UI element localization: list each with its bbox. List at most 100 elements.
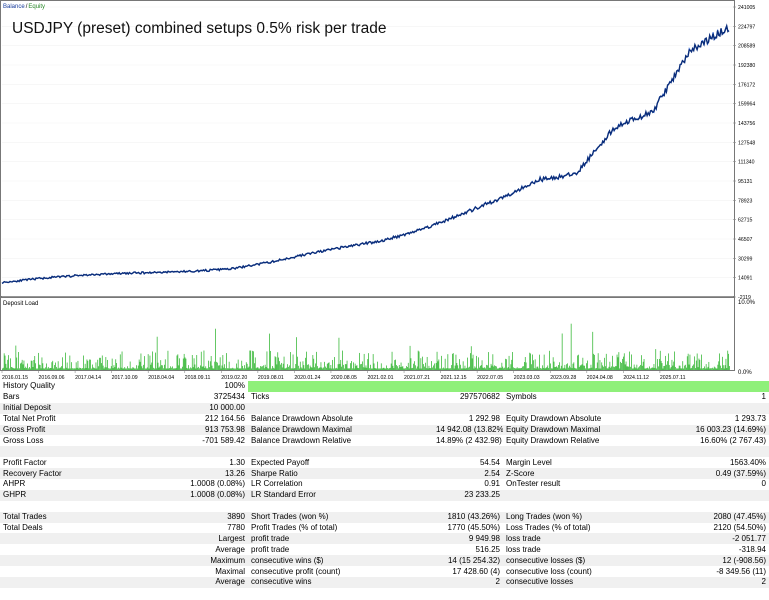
stat-value: 1 292.98 [468, 414, 500, 424]
stat-label: Margin Level [506, 457, 552, 467]
stat-value [653, 489, 769, 501]
stat-value [653, 446, 769, 458]
ytick-label: 208589 [738, 44, 755, 50]
xtick-label: 2019.02.20 [221, 375, 247, 381]
stat-label: Loss Trades (% of total) [506, 523, 591, 533]
ytick-label: 159964 [738, 102, 755, 108]
stat-value: 14.89% (2 432.98) [436, 435, 502, 445]
stat-value: 1.0008 (0.08%) [190, 479, 245, 489]
balance-line [1, 23, 730, 284]
stat-label: Symbols [506, 392, 537, 402]
stat-label: Profit Factor [3, 457, 47, 467]
stat-value: Average [140, 577, 248, 588]
stat-label [0, 555, 140, 567]
stats-row: Total Deals 7780 Profit Trades (% of total… [0, 523, 769, 534]
xtick-label: 2024.11.12 [623, 375, 649, 381]
stat-label [503, 446, 653, 458]
stat-label: Long Trades (won %) [503, 511, 653, 523]
stat-value: 3725434 [213, 392, 245, 402]
stat-label: Equity Drawdown Absolute [506, 414, 602, 424]
stat-label: Total Net Profit [3, 414, 56, 424]
xtick-label: 2023.03.03 [514, 375, 540, 381]
stats-row: Recovery Factor 13.26 Sharpe Ratio 2.54 Z-Sc… [0, 468, 769, 480]
deposit-load-ytick-top: 10.0% [738, 300, 756, 306]
xtick-label: 2025.07.11 [660, 375, 686, 381]
stats-row: Initial Deposit 10 000.00 [0, 402, 769, 414]
stat-label [0, 566, 140, 577]
stat-value [433, 446, 503, 458]
stat-value [433, 402, 503, 414]
stats-row: Bars 3725434 Ticks 297570682 Symbols 1 [0, 392, 769, 403]
stat-value: -318.94 [738, 544, 766, 554]
stat-label: consecutive loss (count) [506, 566, 592, 576]
stat-label: Sharpe Ratio [248, 468, 433, 480]
stat-label: loss trade [503, 533, 653, 545]
stats-row-history-quality: History Quality 100% [0, 381, 769, 392]
stat-label [0, 577, 140, 588]
stat-value: 913 753.98 [140, 424, 248, 436]
stat-value: 1 [761, 392, 766, 402]
stat-value: 54.54 [479, 457, 500, 467]
stat-label: loss trade [506, 544, 541, 554]
statistics-table: History Quality 100% Bars 3725434 Ticks 297… [0, 381, 769, 588]
stat-label: Z-Score [503, 468, 653, 480]
stat-value: Maximum [140, 555, 248, 567]
stats-row: Gross Loss -701 589.42 Balance Drawdown Re… [0, 435, 769, 446]
stat-label: consecutive wins [248, 577, 433, 588]
stat-value: 23 233.25 [433, 489, 503, 501]
stat-value [140, 446, 248, 458]
stat-label: Balance Drawdown Maximal [248, 424, 433, 436]
stat-value: 0.49 (37.59%) [653, 468, 769, 480]
ytick-label: 192380 [738, 63, 755, 69]
stats-row [0, 446, 769, 458]
stat-label [248, 501, 433, 512]
stat-label: consecutive losses [503, 577, 653, 588]
stat-label: Gross Loss [3, 435, 44, 445]
stat-value: 2080 (47.45%) [653, 511, 769, 523]
stat-label: Short Trades (won %) [248, 511, 433, 523]
stats-row: Average consecutive wins 2 consecutive loss… [0, 577, 769, 588]
xtick-label: 2021.02.01 [368, 375, 394, 381]
ytick-label: 62715 [738, 218, 753, 224]
stat-value: 7780 [227, 523, 245, 533]
ytick-label: -2119 [738, 295, 751, 301]
stat-value: 14 (15 254.32) [433, 555, 503, 567]
xtick-label: 2020.08.05 [331, 375, 357, 381]
ytick-label: 111340 [738, 160, 755, 166]
stats-row: Total Trades 3890 Short Trades (won %) 1810… [0, 511, 769, 523]
xtick-label: 2020.01.24 [294, 375, 320, 381]
stat-value: -8 349.56 (11) [716, 566, 766, 576]
stat-value: 1810 (43.26%) [433, 511, 503, 523]
stat-label: Recovery Factor [0, 468, 140, 480]
stat-label [503, 501, 653, 512]
stat-label: LR Correlation [251, 479, 303, 489]
stat-label: Total Deals [3, 523, 43, 533]
stat-value: 3890 [140, 511, 248, 523]
stat-label: Ticks [251, 392, 270, 402]
stat-value [653, 501, 769, 512]
ytick-label: 95131 [738, 179, 753, 185]
ytick-label: 176172 [738, 82, 755, 88]
stat-label: OnTester result [506, 479, 561, 489]
stat-value: 10 000.00 [140, 402, 248, 414]
stat-label: Balance Drawdown Relative [251, 435, 352, 445]
history-quality-value: 100% [224, 381, 245, 391]
stat-label: consecutive wins ($) [248, 555, 433, 567]
ytick-label: 46507 [738, 237, 753, 243]
deposit-load-ytick-bottom: 0.0% [738, 370, 752, 376]
stat-label [248, 446, 433, 458]
ytick-label: 14091 [738, 276, 753, 282]
stat-value: 297570682 [459, 392, 500, 402]
stat-label: Gross Profit [0, 424, 140, 436]
stat-label: AHPR [3, 479, 26, 489]
stat-value: 2120 (54.50%) [713, 523, 766, 533]
stat-label [0, 446, 140, 458]
xtick-label: 2016.01.15 [2, 375, 28, 381]
stat-value: 12 (-908.56) [653, 555, 769, 567]
stats-row: Profit Factor 1.30 Expected Payoff 54.54 Mar… [0, 457, 769, 468]
ytick-label: 241005 [738, 5, 755, 11]
chart-title: USDJPY (preset) combined setups 0.5% ris… [12, 20, 386, 37]
stat-value: 2 [653, 577, 769, 588]
stat-label: GHPR [0, 489, 140, 501]
xtick-label: 2017.10.09 [112, 375, 138, 381]
